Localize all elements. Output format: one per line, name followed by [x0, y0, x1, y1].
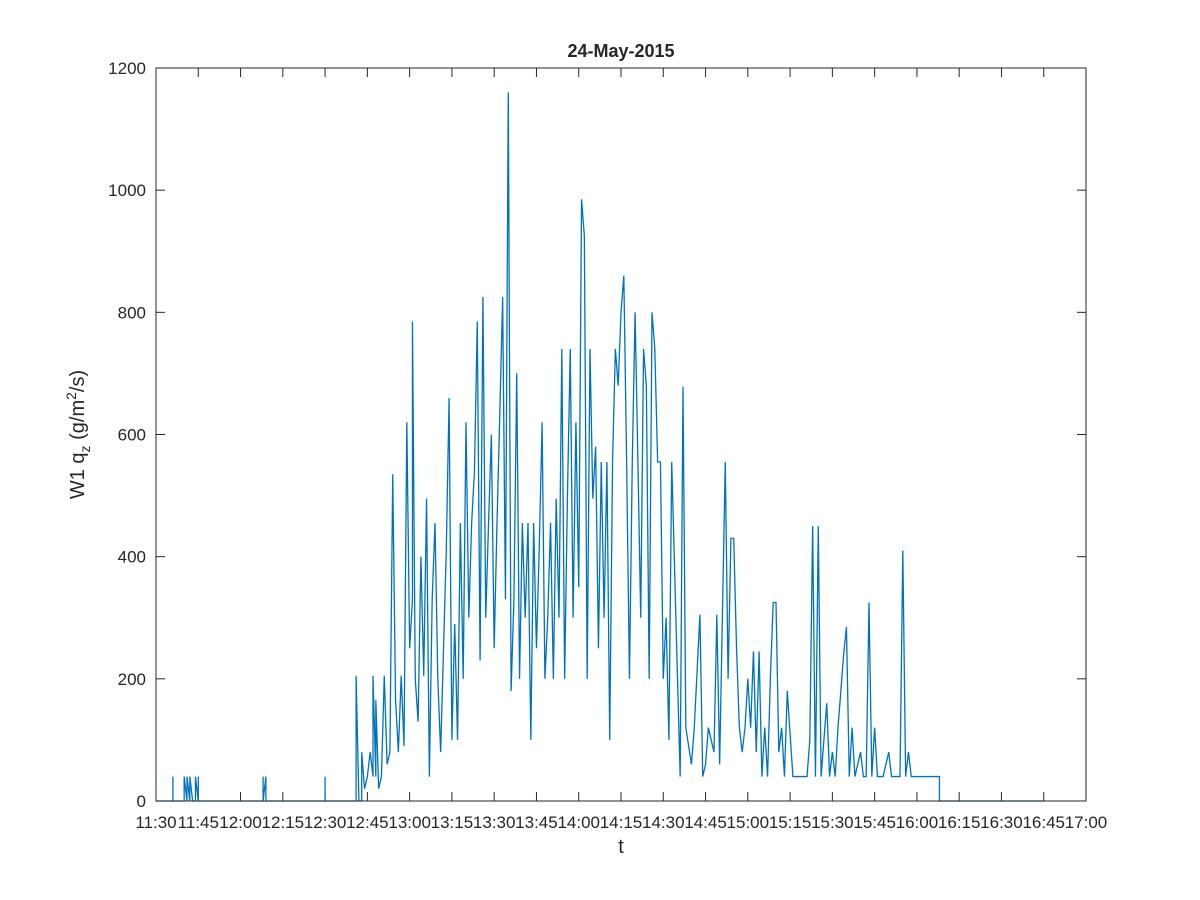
y-tick-label: 1200	[108, 59, 146, 78]
x-tick-label: 15:00	[727, 813, 770, 832]
x-tick-label: 16:15	[938, 813, 981, 832]
x-tick-label: 13:00	[388, 813, 431, 832]
x-tick-label: 13:15	[431, 813, 474, 832]
y-tick-labels: 0 200 400 600 800 1000 1200	[108, 59, 146, 811]
y-tick-label: 400	[118, 548, 146, 567]
x-tick-label: 11:30	[135, 813, 176, 832]
x-tick-label: 13:30	[473, 813, 516, 832]
chart-title: 24-May-2015	[567, 41, 674, 61]
y-tick-label: 800	[118, 303, 146, 322]
y-axis-label: W1 qz (g/m2/s)	[63, 370, 93, 499]
x-tick-label: 14:30	[642, 813, 685, 832]
x-tick-label: 14:15	[600, 813, 643, 832]
x-tick-label: 12:15	[262, 813, 305, 832]
axes-box	[155, 67, 1087, 802]
x-tick-label: 13:45	[515, 813, 558, 832]
x-tick-label: 12:30	[304, 813, 347, 832]
x-tick-label: 12:00	[219, 813, 262, 832]
y-tick-label: 200	[118, 670, 146, 689]
x-tick-label: 16:45	[1022, 813, 1065, 832]
x-tick-label: 16:30	[980, 813, 1023, 832]
series-line-w1-qz	[156, 92, 1044, 802]
x-tick-label: 12:45	[346, 813, 389, 832]
axes-background	[156, 68, 1086, 801]
x-tick-label: 14:45	[684, 813, 727, 832]
x-tick-label: 15:30	[811, 813, 854, 832]
x-axis-label: t	[618, 836, 624, 858]
y-tick-label: 0	[137, 792, 146, 811]
x-tick-labels: 11:30 11:45 12:00 12:15 12:30 12:45 13:00 13:15…	[135, 813, 1107, 832]
x-tick-label: 15:15	[769, 813, 812, 832]
x-tick-label: 11:45	[178, 813, 219, 832]
x-tick-label: 14:00	[557, 813, 600, 832]
x-tick-label: 17:00	[1065, 813, 1108, 832]
y-tick-label: 1000	[108, 181, 146, 200]
x-tick-label: 16:00	[896, 813, 939, 832]
x-tick-label: 15:45	[853, 813, 896, 832]
y-tick-label: 600	[118, 426, 146, 445]
